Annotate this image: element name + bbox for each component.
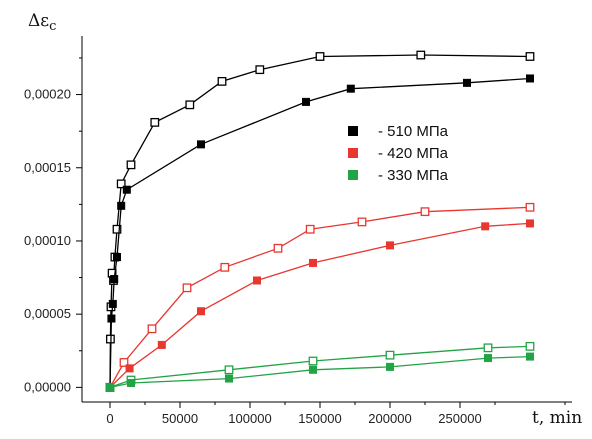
data-point: [308, 356, 318, 366]
y-tick-label: 0,00005: [24, 306, 71, 321]
data-point: [113, 253, 121, 262]
series-330-filled: [106, 352, 534, 392]
data-point: [463, 78, 471, 87]
data-point: [116, 179, 126, 189]
data-point: [386, 362, 394, 371]
legend: - 510 МПа - 420 МПа - 330 МПа: [348, 123, 449, 184]
data-point: [309, 365, 317, 374]
data-point: [112, 224, 122, 234]
data-point: [525, 52, 535, 61]
x-tick-label: 200000: [368, 411, 411, 426]
data-point: [255, 65, 265, 75]
data-point: [110, 275, 119, 284]
data-point: [106, 383, 114, 392]
data-point: [182, 283, 192, 293]
data-point: [253, 276, 261, 285]
data-point: [125, 364, 134, 373]
data-point: [107, 314, 116, 323]
y-axis-title-subscript: c: [49, 19, 56, 34]
data-point: [157, 340, 166, 349]
data-point: [117, 201, 126, 210]
y-tick-label: 0,00015: [24, 160, 71, 175]
series-420-filled: [106, 219, 534, 392]
legend-marker: [348, 126, 358, 136]
data-point: [150, 117, 160, 127]
data-point: [385, 350, 395, 360]
data-point: [526, 352, 534, 361]
data-point: [315, 52, 325, 61]
data-point: [525, 202, 535, 212]
data-point: [220, 262, 230, 272]
series-510-open: [105, 50, 535, 392]
data-point: [420, 207, 430, 217]
data-point: [386, 241, 394, 250]
data-point: [185, 100, 195, 110]
axes: 0,00000 0,00005 0,00010 0,00015 0,00020 0 5000…: [24, 36, 572, 426]
x-tick-label: 0: [106, 411, 113, 426]
y-tick-label: 0,00010: [24, 233, 71, 248]
series-line: [109, 222, 531, 388]
data-point: [526, 219, 534, 228]
data-point: [484, 354, 492, 363]
legend-label: - 420 МПа: [378, 145, 449, 162]
data-point: [302, 97, 310, 106]
series-layer: [105, 50, 535, 392]
data-point: [126, 160, 136, 170]
x-axis-title: t, min: [532, 408, 582, 428]
series-line: [109, 355, 531, 389]
series-510-filled: [106, 74, 534, 392]
data-point: [416, 50, 426, 60]
data-point: [309, 258, 317, 267]
data-point: [217, 76, 227, 86]
data-point: [127, 378, 135, 387]
data-point: [119, 358, 129, 367]
data-point: [197, 307, 205, 316]
legend-marker: [348, 170, 358, 180]
data-point: [108, 299, 117, 308]
data-point: [526, 74, 534, 83]
x-tick-label: 50000: [162, 411, 198, 426]
series-330-open: [105, 341, 535, 392]
data-point: [122, 185, 131, 194]
y-axis-title-main: Δε: [28, 11, 49, 31]
data-point: [197, 140, 205, 149]
y-tick-label: 0,00020: [24, 87, 71, 102]
data-point: [305, 224, 315, 234]
data-point: [481, 222, 490, 231]
data-point: [357, 217, 367, 227]
series-line: [109, 54, 531, 388]
legend-marker: [348, 148, 358, 158]
x-tick-label: 100000: [228, 411, 271, 426]
x-tick-label: 150000: [298, 411, 341, 426]
series-line: [109, 77, 531, 388]
data-point: [346, 84, 355, 93]
x-tick-label: 250000: [438, 411, 481, 426]
data-point: [483, 343, 493, 353]
data-point: [273, 243, 283, 253]
data-point: [225, 374, 233, 383]
data-point: [224, 365, 234, 375]
series-420-open: [105, 202, 535, 392]
data-point: [525, 341, 535, 351]
series-line: [109, 206, 531, 388]
legend-label: - 510 МПа: [378, 123, 449, 140]
data-point: [147, 324, 157, 334]
legend-label: - 330 МПа: [378, 167, 449, 184]
y-axis-title: Δεc: [28, 11, 56, 34]
y-tick-label: 0,00000: [24, 379, 71, 394]
